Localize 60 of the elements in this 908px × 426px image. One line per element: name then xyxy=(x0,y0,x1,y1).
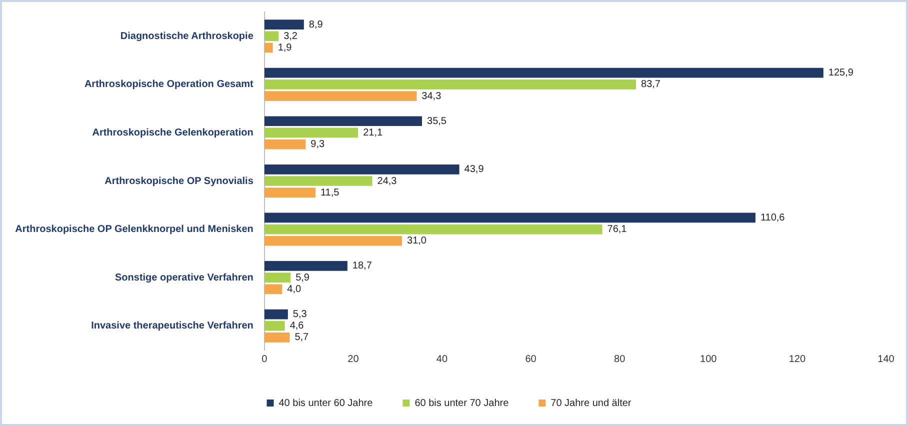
bar xyxy=(264,68,824,78)
x-tick-label: 140 xyxy=(878,354,895,365)
x-tick-label: 100 xyxy=(700,354,718,365)
data-label: 34,3 xyxy=(422,90,442,102)
data-label: 18,7 xyxy=(352,260,372,272)
data-label: 4,6 xyxy=(290,320,304,332)
bar xyxy=(264,176,372,186)
legend-label: 60 bis unter 70 Jahre xyxy=(414,398,510,409)
bar xyxy=(264,116,422,126)
x-tick-label: 120 xyxy=(788,354,806,365)
data-label: 5,9 xyxy=(296,272,310,284)
data-label: 76,1 xyxy=(607,224,628,236)
bar xyxy=(264,164,460,174)
y-tick-label: Arthroskopische OP Synovialis xyxy=(104,176,254,187)
data-label: 9,3 xyxy=(310,139,326,150)
bar xyxy=(264,128,358,138)
data-label: 11,5 xyxy=(320,187,340,198)
bar xyxy=(264,80,636,90)
y-tick-label: Diagnostische Arthroskopie xyxy=(120,30,254,42)
y-tick-label: Sonstige operative Verfahren xyxy=(115,272,254,284)
bar xyxy=(264,31,279,42)
y-tick-label: Arthroskopische Operation Gesamt xyxy=(84,79,254,90)
data-label: 21,1 xyxy=(363,127,383,138)
bar xyxy=(264,224,602,234)
bar xyxy=(264,332,290,342)
x-tick-label: 20 xyxy=(348,354,360,365)
data-label: 8,9 xyxy=(308,19,324,30)
data-label: 125,9 xyxy=(828,68,854,79)
data-label: 31,0 xyxy=(407,236,427,247)
data-label: 5,3 xyxy=(292,309,308,320)
legend-label: 40 bis unter 60 Jahre xyxy=(278,398,374,409)
data-label: 3,2 xyxy=(284,30,298,42)
bar xyxy=(264,212,756,223)
x-tick-label: 80 xyxy=(614,354,626,365)
bar xyxy=(264,320,285,331)
data-label: 83,7 xyxy=(641,79,661,90)
bar xyxy=(264,42,273,53)
x-tick-label: 0 xyxy=(262,354,268,365)
bar xyxy=(264,91,417,101)
bar xyxy=(264,20,304,30)
data-label: 4,0 xyxy=(287,284,302,295)
bar xyxy=(264,309,288,320)
x-tick-label: 40 xyxy=(436,354,448,365)
legend-label: 70 Jahre und älter xyxy=(550,398,632,409)
data-label: 110,6 xyxy=(760,212,786,224)
bar xyxy=(264,139,306,150)
y-tick-label: Invasive therapeutische Verfahren xyxy=(91,320,254,332)
data-label: 5,7 xyxy=(294,332,310,344)
bar xyxy=(264,272,291,282)
data-label: 43,9 xyxy=(464,164,484,176)
data-label: 24,3 xyxy=(377,176,398,187)
bar xyxy=(264,188,316,198)
bar xyxy=(264,261,348,271)
bar xyxy=(264,236,402,246)
data-label: 35,5 xyxy=(427,116,447,127)
x-tick-label: 60 xyxy=(525,354,537,365)
data-label: 1,9 xyxy=(278,42,292,54)
y-tick-label: Arthroskopische OP Gelenkknorpel und Menisken xyxy=(15,224,254,236)
bar xyxy=(264,284,282,294)
y-tick-label: Arthroskopische Gelenkoperation xyxy=(92,127,254,138)
